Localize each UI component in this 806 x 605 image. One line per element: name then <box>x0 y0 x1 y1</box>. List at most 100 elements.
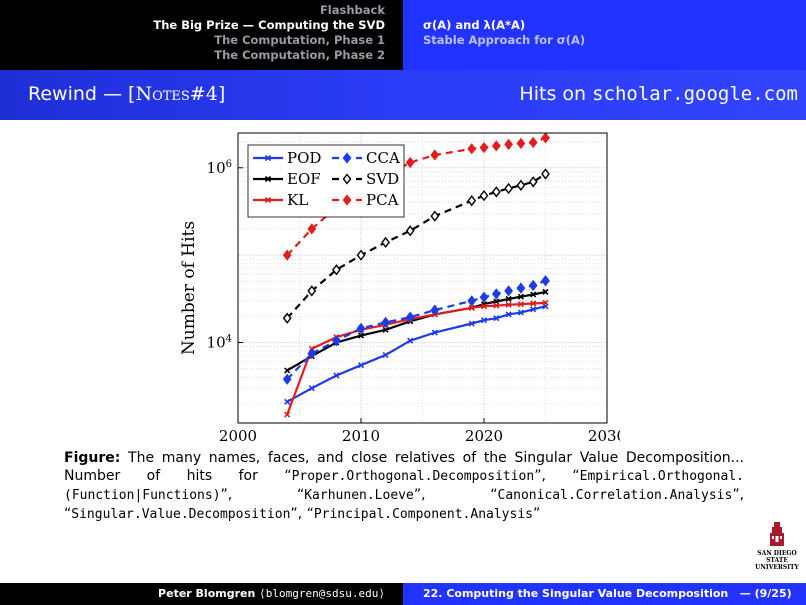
caption-sep: ”, “ <box>220 487 305 503</box>
data-point-pod <box>505 311 512 318</box>
nav-section-big-prize[interactable]: The Big Prize — Computing the SVD <box>153 18 385 32</box>
legend-marker-svd <box>342 173 352 185</box>
frame-title-suffix: ] <box>217 83 226 105</box>
frame-title-prefix: Rewind — [ <box>28 83 136 105</box>
data-point-kl <box>530 300 537 307</box>
legend-marker-pca <box>342 194 352 206</box>
data-point-eof <box>517 293 524 300</box>
data-point-kl <box>542 299 549 306</box>
data-point-svd <box>516 179 526 191</box>
data-point-pod <box>333 372 340 379</box>
series-line-kl <box>286 301 546 415</box>
footer-author-email: ⟨blomgren@sdsu.edu⟩ <box>259 587 385 600</box>
subsection-nav: σ(A) and λ(A*A) Stable Approach for σ(A) <box>403 0 806 70</box>
caption-query-eof: Empirical.Orthogonal.(Function|Functions… <box>64 469 744 503</box>
data-point-pod <box>517 309 524 316</box>
legend-marker-kl <box>264 196 272 204</box>
data-point-svd <box>430 210 440 222</box>
data-point-eof <box>382 326 389 333</box>
data-point-svd <box>504 182 513 195</box>
data-point-eof <box>284 367 291 374</box>
data-point-pca <box>528 136 538 149</box>
plot-frame <box>237 132 608 424</box>
data-point-svd <box>405 225 415 237</box>
data-point-cca <box>332 335 341 347</box>
data-point-kl <box>480 303 488 310</box>
data-point-pod <box>382 351 389 359</box>
caption-query-cca: Canonical.Correlation.Analysis <box>497 488 733 503</box>
data-point-cca <box>356 322 366 335</box>
data-point-cca <box>516 282 526 294</box>
data-point-eof <box>530 291 537 298</box>
caption-query-svd: Singular.Value.Decomposition <box>71 507 291 522</box>
series-line-pod <box>286 305 546 403</box>
sdsu-tower-icon <box>770 522 784 546</box>
logo-text-line1: SAN DIEGO STATE <box>757 550 797 564</box>
nav-subsection-sigma-lambda[interactable]: σ(A) and λ(A*A) <box>423 18 526 32</box>
legend-marker-pod <box>264 154 272 162</box>
data-point-eof <box>505 295 512 303</box>
footer-author-name: Peter Blomgren <box>158 587 256 600</box>
data-point-kl <box>284 411 291 418</box>
nav-subsection-stable-approach[interactable]: Stable Approach for σ(A) <box>423 33 586 47</box>
legend-marker-cca <box>342 152 352 164</box>
data-point-svd <box>381 236 390 249</box>
caption-sep: ”, “ <box>534 468 580 484</box>
caption-query-pod: Proper.Orthogonal.Decomposition <box>291 469 535 484</box>
x-tick-label: 2000 <box>219 427 257 445</box>
data-point-pod <box>530 306 537 313</box>
nav-section-flashback[interactable]: Flashback <box>319 3 385 17</box>
data-point-svd <box>467 195 477 207</box>
sdsu-logo: SAN DIEGO STATE UNIVERSITY <box>748 522 806 571</box>
data-point-svd <box>491 186 501 198</box>
data-point-pca <box>516 137 526 150</box>
data-point-svd <box>479 189 489 202</box>
hits-chart: 2000 2010 2020 2030 106 104 Number of Hits POD E… <box>179 132 620 445</box>
footer-talk-title: 22. Computing the Singular Value Decompo… <box>423 587 729 600</box>
data-point-svd <box>528 176 538 188</box>
frame-title: Rewind — [Notes#4] <box>28 83 225 105</box>
data-point-cca <box>541 275 550 287</box>
frame-title-bar: Rewind — [Notes#4] Hits on scholar.googl… <box>0 70 806 120</box>
data-point-svd <box>356 249 366 261</box>
legend-label-kl: KL <box>287 191 308 209</box>
nav-section-phase1[interactable]: The Computation, Phase 1 <box>214 33 385 47</box>
data-point-pod <box>431 329 438 336</box>
data-point-pca <box>479 141 489 154</box>
data-point-eof <box>542 288 549 295</box>
legend-label-cca: CCA <box>366 149 400 167</box>
caption-query-kl: Karhunen.Loeve <box>304 488 414 503</box>
data-point-pca <box>541 132 550 144</box>
data-point-svd <box>541 168 550 180</box>
data-point-cca <box>381 316 390 329</box>
data-point-pod <box>284 398 291 405</box>
caption-query-pca: Principal.Component.Analysis <box>313 507 533 522</box>
caption-text: The many names, faces, and close relativ… <box>64 450 744 484</box>
logo-text-line2: UNIVERSITY <box>755 564 799 571</box>
data-point-svd <box>282 312 292 324</box>
caption-sep: ”, “ <box>290 506 314 522</box>
data-point-svd <box>307 285 317 297</box>
data-point-svd <box>332 264 341 276</box>
x-tick-label: 2030 <box>588 427 620 445</box>
data-point-pca <box>282 249 292 261</box>
data-point-kl <box>493 302 500 309</box>
data-point-cca <box>282 373 292 385</box>
footer-title: 22. Computing the Singular Value Decompo… <box>403 583 806 605</box>
data-point-pca <box>307 223 317 235</box>
data-point-cca <box>307 347 317 360</box>
data-point-cca <box>467 295 477 307</box>
data-point-cca <box>405 311 415 323</box>
data-point-pod <box>493 315 500 322</box>
data-point-pod <box>407 337 414 344</box>
frame-subtitle-url: scholar.google.com <box>592 83 798 105</box>
legend-label-pod: POD <box>287 149 321 167</box>
footer-page-number: — (9/25) <box>739 587 792 600</box>
data-point-eof <box>357 332 365 339</box>
data-point-cca <box>430 304 440 316</box>
y-axis-label: Number of Hits <box>179 221 199 355</box>
data-point-pca <box>504 138 513 151</box>
nav-section-phase2[interactable]: The Computation, Phase 2 <box>214 48 385 62</box>
frame-subtitle: Hits on scholar.google.com <box>519 83 798 105</box>
caption-end: ” <box>532 506 541 522</box>
